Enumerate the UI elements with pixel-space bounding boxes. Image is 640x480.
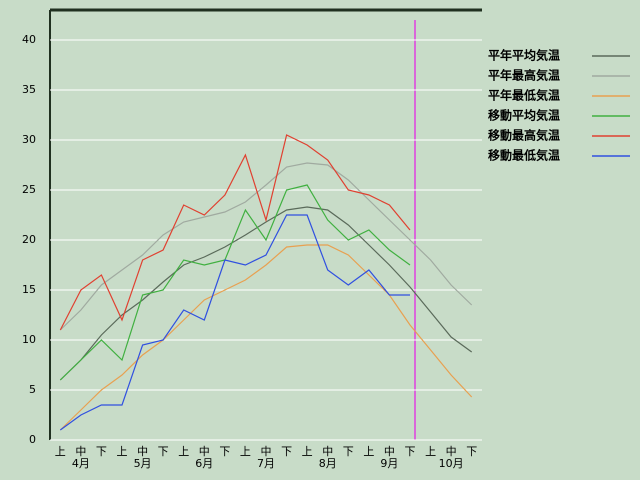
legend-label: 平年平均気温 <box>488 48 560 63</box>
x-tick-label: 下 <box>281 445 292 458</box>
legend-label: 移動最高気温 <box>488 128 560 143</box>
x-tick-label: 上 <box>425 445 436 458</box>
y-tick-label: 0 <box>29 433 36 446</box>
y-tick-label: 20 <box>22 233 36 246</box>
x-tick-label: 下 <box>219 445 230 458</box>
x-tick-label: 下 <box>96 445 107 458</box>
month-label: 8月 <box>319 457 337 470</box>
x-tick-label: 中 <box>75 445 86 458</box>
y-tick-label: 25 <box>22 183 36 196</box>
series-line <box>59 244 473 431</box>
series-line <box>59 214 410 431</box>
month-label: 10月 <box>439 457 464 470</box>
x-tick-label: 上 <box>240 445 251 458</box>
x-tick-label: 中 <box>261 445 272 458</box>
legend-label: 平年最低気温 <box>488 88 560 103</box>
x-tick-label: 上 <box>363 445 374 458</box>
x-tick-label: 中 <box>199 445 210 458</box>
x-tick-label: 中 <box>137 445 148 458</box>
month-label: 4月 <box>72 457 90 470</box>
y-tick-label: 10 <box>22 333 36 346</box>
x-tick-label: 中 <box>384 445 395 458</box>
x-tick-label: 上 <box>55 445 66 458</box>
x-tick-label: 中 <box>446 445 457 458</box>
series-line <box>59 206 473 381</box>
month-label: 9月 <box>380 457 398 470</box>
legend-label: 平年最高気温 <box>488 68 560 83</box>
x-tick-label: 中 <box>322 445 333 458</box>
x-tick-label: 上 <box>117 445 128 458</box>
legend-label: 移動最低気温 <box>488 148 560 163</box>
y-tick-label: 30 <box>22 133 36 146</box>
y-tick-label: 40 <box>22 33 36 46</box>
series-line <box>59 162 473 331</box>
y-tick-label: 15 <box>22 283 36 296</box>
month-label: 6月 <box>195 457 213 470</box>
x-tick-label: 下 <box>405 445 416 458</box>
month-label: 5月 <box>134 457 152 470</box>
x-tick-label: 下 <box>466 445 477 458</box>
y-tick-label: 35 <box>22 83 36 96</box>
legend-label: 移動平均気温 <box>488 108 560 123</box>
series-line <box>59 184 411 381</box>
x-tick-label: 下 <box>343 445 354 458</box>
y-tick-label: 5 <box>29 383 36 396</box>
x-tick-label: 上 <box>302 445 313 458</box>
month-label: 7月 <box>257 457 275 470</box>
series-line <box>59 134 411 331</box>
x-tick-label: 下 <box>158 445 169 458</box>
x-tick-label: 上 <box>178 445 189 458</box>
